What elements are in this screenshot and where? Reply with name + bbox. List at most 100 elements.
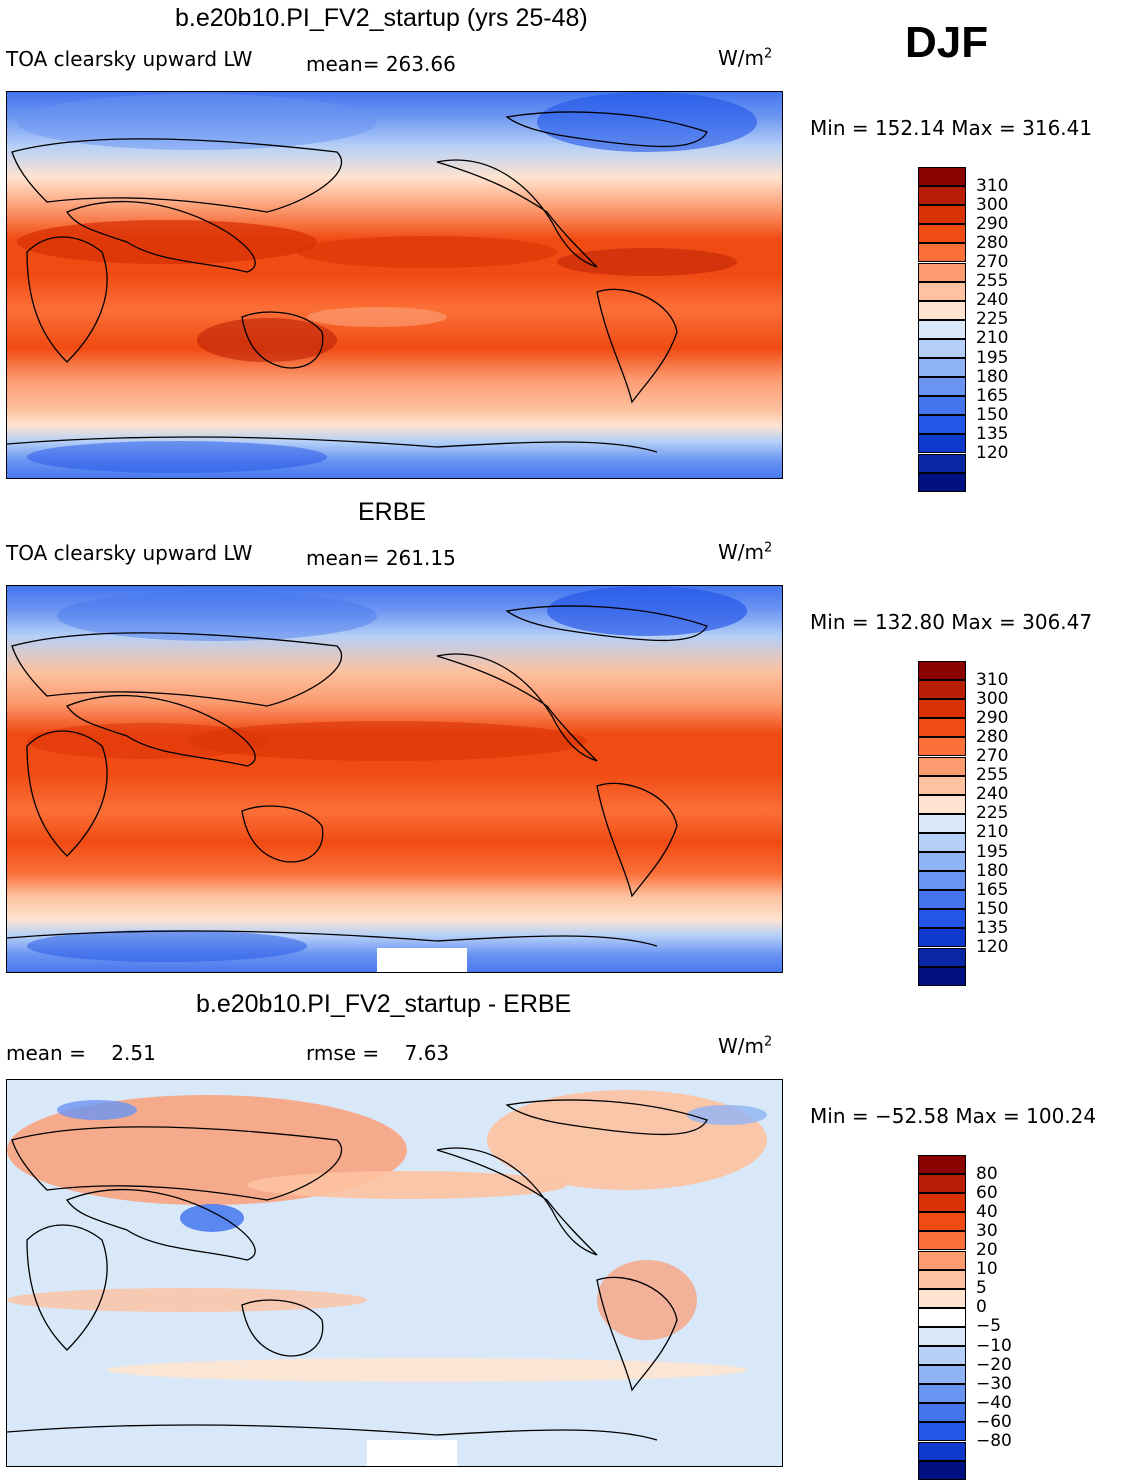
colorbar-panel1: 310 300 290 280 270 255 240 225 210 195 180 165 150 1… bbox=[918, 167, 1008, 492]
panel1-title: b.e20b10.PI_FV2_startup (yrs 25-48) bbox=[175, 4, 588, 32]
colorbar-panel1-swatch bbox=[918, 186, 966, 206]
colorbar-panel3-tick-label: 30 bbox=[976, 1220, 998, 1241]
colorbar-panel1-tick-label: 150 bbox=[976, 404, 1009, 425]
panel2-field bbox=[7, 586, 782, 972]
colorbar-panel1-swatch bbox=[918, 415, 966, 435]
colorbar-panel2-tick-label: 135 bbox=[976, 917, 1009, 938]
colorbar-panel3-swatch bbox=[918, 1231, 966, 1251]
colorbar-panel2-swatch bbox=[918, 890, 966, 910]
panel3-minmax: Min = −52.58 Max = 100.24 bbox=[810, 1104, 1097, 1128]
colorbar-panel2-swatch bbox=[918, 928, 966, 948]
panel3-cold-greenland bbox=[687, 1105, 767, 1125]
colorbar-panel2-swatch bbox=[918, 966, 966, 986]
colorbar-panel3: 80 60 40 30 20 10 5 0 −5 −10 −20 −30 −40 −60 −80 bbox=[918, 1155, 1012, 1480]
panel1-field bbox=[7, 92, 782, 478]
colorbar-panel2-swatch bbox=[918, 852, 966, 871]
colorbar-panel2-swatch bbox=[918, 947, 966, 967]
colorbar-panel2-swatch bbox=[918, 871, 966, 891]
colorbar-panel2-swatch bbox=[918, 909, 966, 929]
colorbar-panel3-swatch bbox=[918, 1174, 966, 1194]
panel1-mean-label: mean= 263.66 bbox=[306, 52, 456, 76]
colorbar-panel1-tick-label: 255 bbox=[976, 271, 1009, 292]
panel2-coastlines bbox=[7, 605, 708, 947]
colorbar-panel1-swatch bbox=[918, 167, 966, 186]
colorbar-panel2-tick-label: 165 bbox=[976, 879, 1009, 900]
colorbar-panel3-swatch bbox=[918, 1212, 966, 1232]
colorbar-panel3-swatch bbox=[918, 1155, 966, 1174]
panel3-warm-band bbox=[7, 1288, 367, 1312]
colorbar-panel1-swatch bbox=[918, 396, 966, 416]
colorbar-panel3-tick-label: 40 bbox=[976, 1201, 998, 1222]
panel3-map bbox=[6, 1079, 783, 1467]
colorbar-panel2-swatch bbox=[918, 756, 966, 776]
colorbar-panel3-swatch bbox=[918, 1460, 966, 1480]
colorbar-panel2-swatch bbox=[918, 794, 966, 814]
colorbar-panel3-swatch bbox=[918, 1365, 966, 1385]
panel2-band-pacific bbox=[187, 721, 587, 761]
colorbar-panel2-swatch bbox=[918, 813, 966, 833]
colorbar-panel1-tick-label: 225 bbox=[976, 309, 1009, 330]
colorbar-panel1-tick-label: 290 bbox=[976, 213, 1009, 234]
colorbar-panel3-swatch bbox=[918, 1403, 966, 1423]
colorbar-panel1-tick-label: 195 bbox=[976, 347, 1009, 368]
panel3-warm-samerica bbox=[597, 1260, 697, 1340]
colorbar-panel3-swatch bbox=[918, 1288, 966, 1308]
colorbar-panel3-tick-label: 0 bbox=[976, 1297, 987, 1318]
colorbar-panel3-tick-label: −40 bbox=[976, 1392, 1012, 1413]
panel3-warm-namerica bbox=[487, 1090, 767, 1190]
colorbar-panel1-tick-label: 270 bbox=[976, 252, 1009, 272]
panel1-hot-australia bbox=[197, 318, 337, 362]
panel3-coastlines bbox=[7, 1099, 708, 1441]
colorbar-panel3-tick-label: 60 bbox=[976, 1182, 998, 1203]
colorbar-panel2-tick-label: 195 bbox=[976, 841, 1009, 862]
colorbar-panel1-swatch bbox=[918, 205, 966, 225]
panel1-cold-siberia bbox=[17, 94, 377, 150]
colorbar-panel3-swatch bbox=[918, 1326, 966, 1346]
colorbar-panel1-tick-label: 120 bbox=[976, 443, 1009, 463]
colorbar-panel1-swatch bbox=[918, 472, 966, 492]
colorbar-panel1-swatch bbox=[918, 224, 966, 244]
panel1-left-label: TOA clearsky upward LW bbox=[6, 47, 253, 71]
colorbar-panel2-tick-label: 225 bbox=[976, 803, 1009, 824]
colorbar-panel3-swatch bbox=[918, 1346, 966, 1365]
colorbar-panel2-tick-label: 300 bbox=[976, 688, 1009, 709]
colorbar-panel3-swatch bbox=[918, 1250, 966, 1270]
panel3-missing-data bbox=[367, 1440, 457, 1466]
panel1-cold-antarctic bbox=[27, 441, 327, 473]
colorbar-panel1-swatch bbox=[918, 453, 966, 473]
colorbar-panel2-swatch bbox=[918, 699, 966, 719]
panel1-coastlines bbox=[7, 111, 708, 453]
colorbar-panel2-swatch bbox=[918, 718, 966, 738]
panel1-cool-pacific bbox=[307, 307, 447, 327]
panel2-left-label: TOA clearsky upward LW bbox=[6, 541, 253, 565]
panel3-rmse-label: rmse = 7.63 bbox=[306, 1041, 450, 1065]
colorbar-panel2-tick-label: 210 bbox=[976, 822, 1009, 843]
panel2-minmax: Min = 132.80 Max = 306.47 bbox=[810, 610, 1093, 634]
colorbar-panel3-tick-label: −5 bbox=[976, 1316, 1002, 1337]
colorbar-panel2-swatch bbox=[918, 832, 966, 852]
colorbar-panel2-tick-label: 150 bbox=[976, 898, 1009, 919]
colorbar-panel1-swatch bbox=[918, 377, 966, 397]
colorbar-panel1-tick-label: 165 bbox=[976, 385, 1009, 406]
colorbar-panel2: 310 300 290 280 270 255 240 225 210 195 180 165 150 1… bbox=[918, 661, 1008, 986]
season-label: DJF bbox=[905, 18, 989, 67]
colorbar-panel2-tick-label: 120 bbox=[976, 937, 1009, 957]
colorbar-panel1-swatch bbox=[918, 281, 966, 301]
colorbar-panel1-swatch bbox=[918, 300, 966, 320]
colorbar-panel3-tick-label: 80 bbox=[976, 1163, 998, 1184]
colorbar-panel2-tick-label: 280 bbox=[976, 726, 1009, 747]
colorbar-panel1-swatch bbox=[918, 358, 966, 377]
colorbar-panel1-swatch bbox=[918, 243, 966, 263]
colorbar-panel2-tick-label: 240 bbox=[976, 784, 1009, 805]
colorbar-panel2-swatch bbox=[918, 775, 966, 795]
panel2-cold-greenland bbox=[547, 586, 747, 636]
colorbar-panel1-tick-label: 180 bbox=[976, 366, 1009, 387]
panel3-cold-tibet bbox=[180, 1204, 244, 1232]
panel2-cold-siberia bbox=[57, 591, 377, 641]
colorbar-panel3-swatch bbox=[918, 1193, 966, 1213]
colorbar-panel3-swatch bbox=[918, 1269, 966, 1289]
panel3-title: b.e20b10.PI_FV2_startup - ERBE bbox=[196, 990, 572, 1018]
colorbar-panel2-tick-label: 180 bbox=[976, 860, 1009, 881]
colorbar-panel2-tick-label: 255 bbox=[976, 765, 1009, 786]
panel1-units-label: W/m2 bbox=[718, 46, 773, 70]
